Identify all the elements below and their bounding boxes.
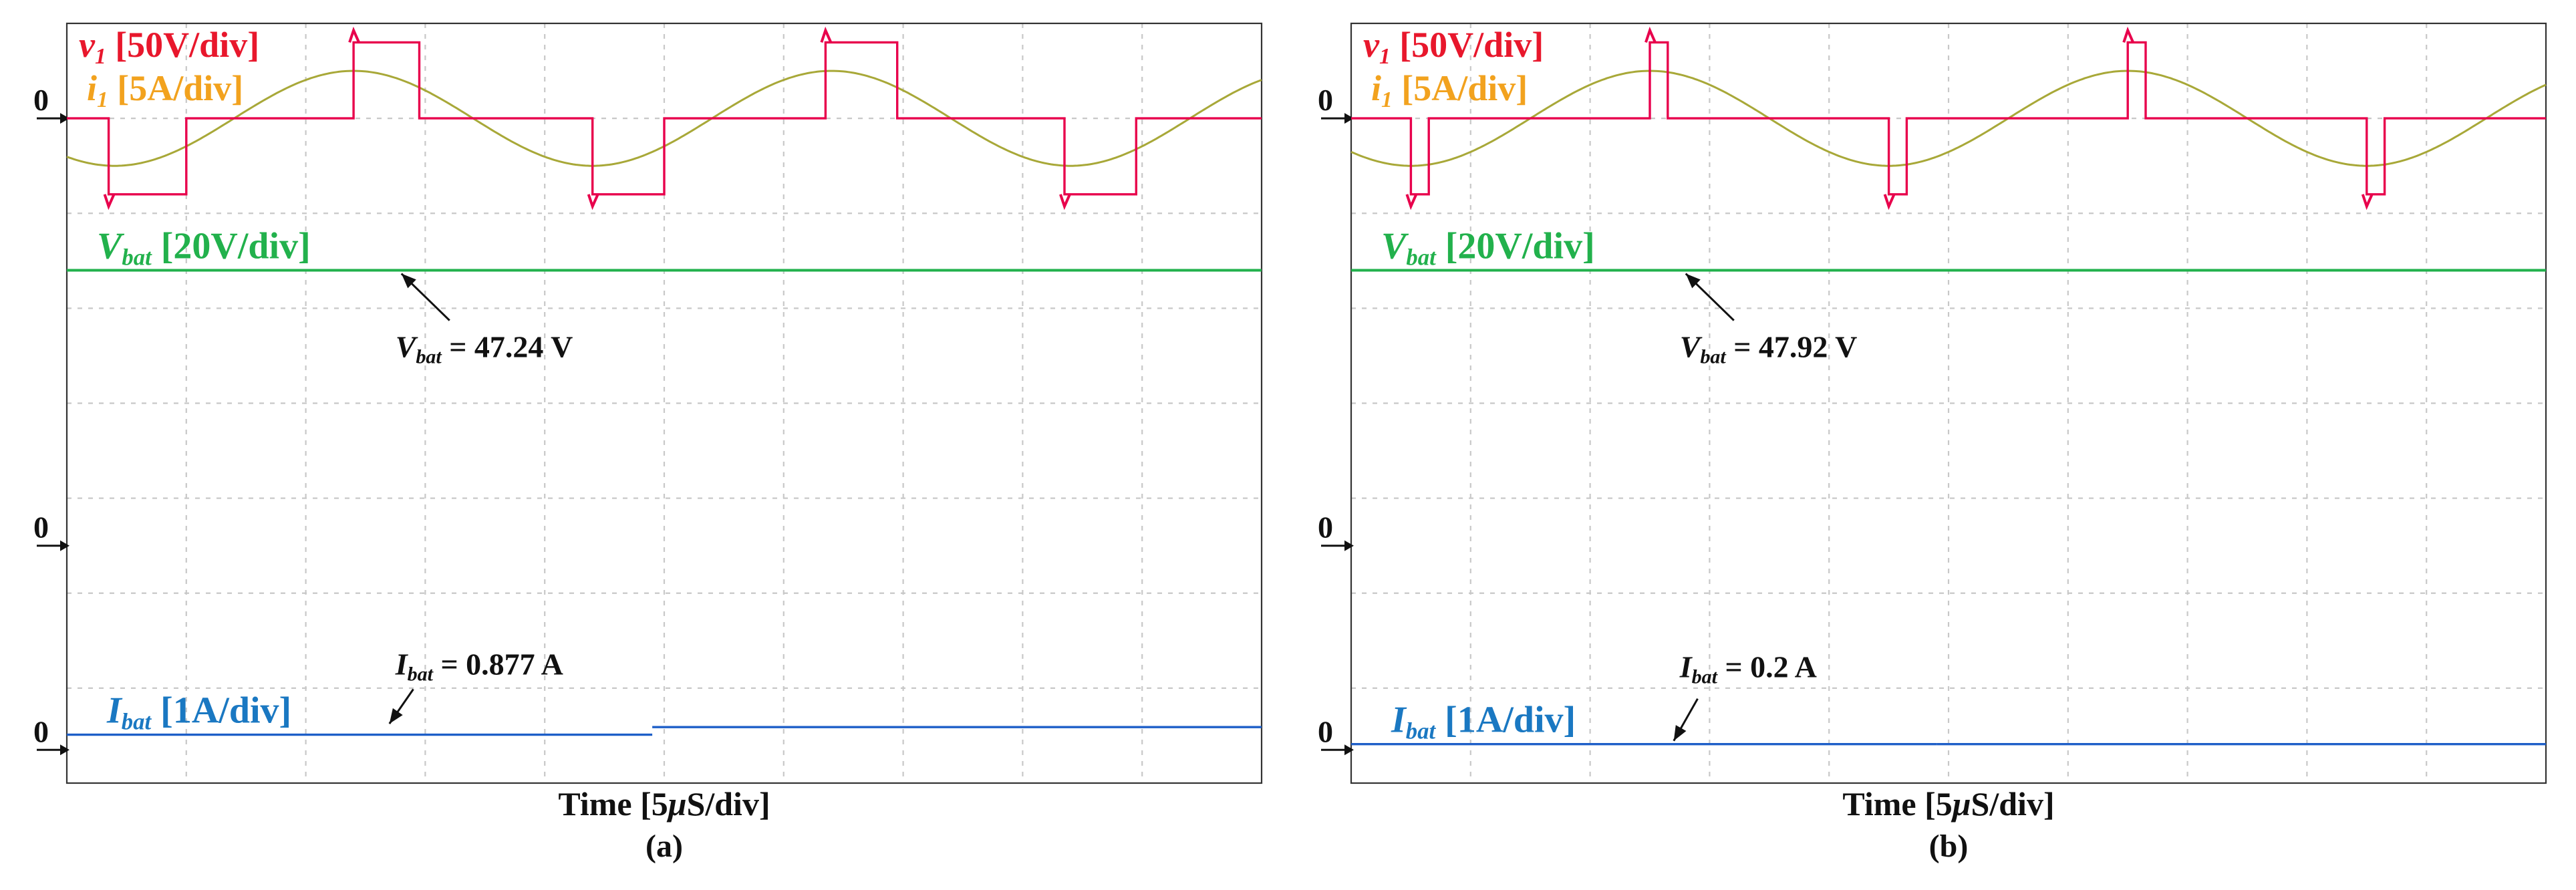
i1-channel-label: i1 [5A/div] — [1371, 68, 1528, 112]
zero-label: 0 — [1318, 83, 1333, 117]
zero-label: 0 — [1318, 714, 1333, 748]
vbat-annotation-arrow-head — [401, 273, 416, 289]
v1-edge-spike — [1405, 194, 1418, 210]
ibat-annotation: Ibat = 0.2 A — [1673, 650, 1817, 742]
plot-frame — [1350, 22, 2547, 784]
vbat-channel-label: Vbat [20V/div] — [1381, 226, 1595, 271]
zero-marker-arrow — [1344, 540, 1354, 551]
zero-marker: 0 — [33, 510, 69, 551]
panel-caption: (a) — [646, 829, 683, 864]
zero-marker: 0 — [33, 83, 69, 124]
v1-channel-label: v1 [50V/div] — [1363, 25, 1544, 69]
zero-marker-arrow — [60, 540, 69, 551]
scope-panel-b: 0 0 0 v1 [50V/div]i1 [5A/div] Vbat [20V/div]… — [1318, 22, 2547, 864]
ibat-channel-label: Ibat [1A/div] — [1391, 700, 1576, 744]
panel-caption: (b) — [1929, 829, 1969, 864]
x-axis-label: Time [5μS/div] — [558, 785, 770, 823]
zero-marker-arrow — [1344, 744, 1354, 756]
zero-marker: 0 — [1318, 714, 1354, 756]
v1-edge-spike — [1059, 194, 1071, 210]
vbat-channel-label: Vbat [20V/div] — [97, 226, 311, 271]
plot-frame — [65, 22, 1263, 784]
zero-marker-arrow — [1344, 113, 1354, 124]
v1-channel-label: v1 [50V/div] — [79, 25, 259, 69]
i1-channel-label: i1 [5A/div] — [87, 68, 243, 112]
vbat-annotation-text: Vbat = 47.92 V — [1680, 330, 1858, 368]
ibat-annotation-arrow-head — [389, 708, 403, 724]
scope-panel-a: 0 0 0 v1 [50V/div]i1 [5A/div] Vbat [20V/div]… — [33, 22, 1263, 864]
v1-edge-spike — [2361, 194, 2374, 210]
ibat-annotation-arrow-head — [1673, 725, 1687, 741]
v1-edge-spike — [103, 194, 116, 210]
vbat-annotation: Vbat = 47.92 V — [1680, 273, 1858, 368]
ibat-annotation-text: Ibat = 0.2 A — [1679, 650, 1817, 688]
zero-marker-arrow — [60, 744, 69, 756]
vbat-annotation: Vbat = 47.24 V — [396, 273, 573, 368]
zero-label: 0 — [33, 83, 49, 117]
x-axis-label: Time [5μS/div] — [1842, 785, 2054, 823]
v1-edge-spike — [348, 26, 360, 43]
v1-trace — [1351, 41, 2546, 196]
zero-marker: 0 — [1318, 510, 1354, 551]
ibat-annotation-text: Ibat = 0.877 A — [395, 647, 563, 686]
zero-marker-arrow — [60, 113, 69, 124]
zero-label: 0 — [1318, 510, 1333, 545]
v1-edge-spike — [1883, 194, 1896, 210]
vbat-annotation-text: Vbat = 47.24 V — [396, 330, 573, 368]
v1-trace — [67, 41, 1262, 196]
ibat-channel-label: Ibat [1A/div] — [106, 690, 291, 735]
v1-edge-spike — [1644, 26, 1657, 43]
vbat-annotation-arrow-head — [1685, 273, 1701, 289]
i1-trace — [1350, 69, 2547, 167]
v1-edge-spike — [2122, 26, 2135, 43]
zero-label: 0 — [33, 510, 49, 545]
zero-marker: 0 — [33, 714, 69, 756]
ibat-annotation: Ibat = 0.877 A — [388, 647, 563, 725]
v1-edge-spike — [587, 194, 599, 210]
zero-label: 0 — [33, 714, 49, 748]
zero-marker: 0 — [1318, 83, 1354, 124]
v1-edge-spike — [820, 26, 833, 43]
